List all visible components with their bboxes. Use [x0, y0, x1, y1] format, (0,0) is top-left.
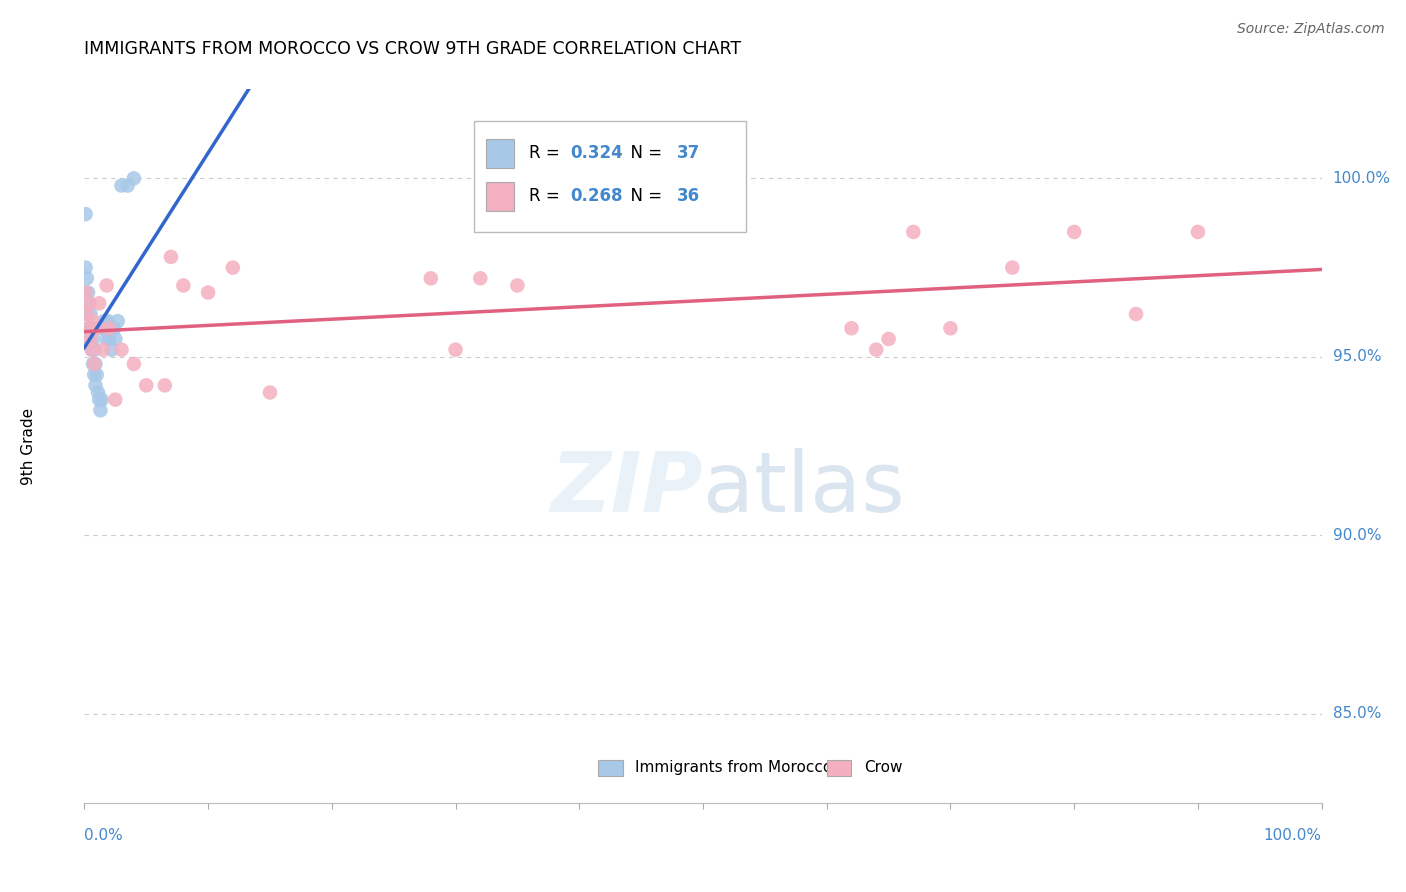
Text: Source: ZipAtlas.com: Source: ZipAtlas.com — [1237, 22, 1385, 37]
Point — [197, 285, 219, 300]
Text: Crow: Crow — [863, 760, 903, 775]
Point — [100, 343, 122, 357]
Point — [79, 307, 101, 321]
Text: 100.0%: 100.0% — [1264, 828, 1322, 843]
Point — [1063, 225, 1085, 239]
FancyBboxPatch shape — [486, 182, 513, 211]
Point — [107, 314, 129, 328]
Text: ZIP: ZIP — [550, 449, 703, 529]
Text: R =: R = — [529, 187, 565, 205]
Point — [82, 332, 104, 346]
Point — [89, 403, 111, 417]
Point — [117, 178, 139, 193]
Point — [98, 332, 121, 346]
Text: 100.0%: 100.0% — [1333, 171, 1391, 186]
Point — [97, 314, 120, 328]
Point — [82, 314, 104, 328]
Point — [939, 321, 962, 335]
Point — [83, 368, 105, 382]
Point — [75, 207, 97, 221]
Point — [865, 343, 887, 357]
Point — [91, 343, 114, 357]
Text: Immigrants from Morocco: Immigrants from Morocco — [636, 760, 832, 775]
Point — [104, 392, 127, 407]
Point — [84, 357, 107, 371]
Point — [419, 271, 441, 285]
Point — [80, 343, 103, 357]
Point — [77, 321, 100, 335]
Point — [79, 332, 101, 346]
Text: R =: R = — [529, 145, 565, 162]
Point — [153, 378, 176, 392]
Point — [122, 171, 145, 186]
Point — [94, 321, 117, 335]
Point — [83, 357, 105, 371]
Point — [1125, 307, 1147, 321]
Text: 36: 36 — [678, 187, 700, 205]
Point — [77, 285, 100, 300]
Point — [96, 332, 118, 346]
Point — [82, 357, 104, 371]
Point — [903, 225, 925, 239]
Text: 95.0%: 95.0% — [1333, 350, 1381, 364]
Point — [84, 378, 107, 392]
Point — [75, 285, 97, 300]
Point — [104, 332, 127, 346]
Point — [86, 368, 108, 382]
Text: 85.0%: 85.0% — [1333, 706, 1381, 721]
Point — [87, 385, 110, 400]
Text: 0.0%: 0.0% — [84, 828, 124, 843]
Point — [110, 343, 132, 357]
Point — [103, 321, 125, 335]
Point — [83, 343, 105, 357]
Point — [91, 321, 114, 335]
Point — [79, 332, 101, 346]
Text: 90.0%: 90.0% — [1333, 528, 1381, 542]
Text: 9th Grade: 9th Grade — [21, 408, 37, 484]
Point — [98, 321, 121, 335]
Point — [110, 178, 132, 193]
Point — [76, 307, 98, 321]
Point — [506, 278, 529, 293]
Point — [160, 250, 183, 264]
FancyBboxPatch shape — [486, 139, 513, 168]
Point — [877, 332, 900, 346]
Text: 0.268: 0.268 — [571, 187, 623, 205]
Point — [89, 392, 111, 407]
Point — [89, 296, 111, 310]
Point — [470, 271, 492, 285]
Point — [75, 285, 97, 300]
Text: IMMIGRANTS FROM MOROCCO VS CROW 9TH GRADE CORRELATION CHART: IMMIGRANTS FROM MOROCCO VS CROW 9TH GRAD… — [84, 40, 741, 58]
FancyBboxPatch shape — [474, 121, 747, 232]
Point — [80, 321, 103, 335]
Point — [79, 321, 101, 335]
Point — [841, 321, 863, 335]
Point — [222, 260, 245, 275]
Point — [172, 278, 194, 293]
Point — [76, 271, 98, 285]
FancyBboxPatch shape — [827, 760, 852, 776]
Text: N =: N = — [620, 187, 668, 205]
Point — [444, 343, 467, 357]
Point — [93, 314, 115, 328]
Text: atlas: atlas — [703, 449, 904, 529]
Point — [79, 296, 101, 310]
Text: N =: N = — [620, 145, 668, 162]
Text: 37: 37 — [678, 145, 700, 162]
Point — [1187, 225, 1209, 239]
FancyBboxPatch shape — [598, 760, 623, 776]
Text: 0.324: 0.324 — [571, 145, 623, 162]
Point — [90, 392, 112, 407]
Point — [259, 385, 281, 400]
Point — [75, 260, 97, 275]
Point — [122, 357, 145, 371]
Point — [80, 343, 103, 357]
Point — [135, 378, 157, 392]
Point — [77, 321, 100, 335]
Point — [96, 278, 118, 293]
Point — [1001, 260, 1024, 275]
Point — [76, 307, 98, 321]
Point — [79, 296, 101, 310]
Point — [86, 321, 108, 335]
